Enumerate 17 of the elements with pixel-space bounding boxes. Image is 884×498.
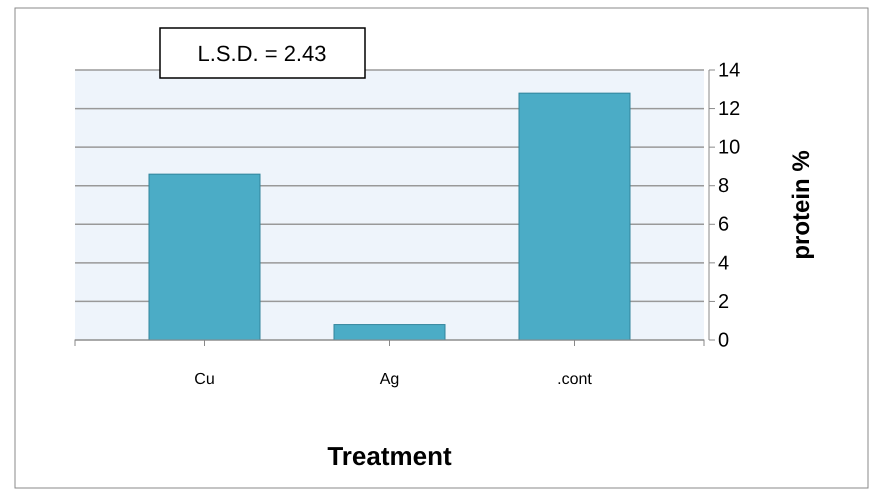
y-tick-label: 4 [718,252,730,274]
x-tick-label: .cont [557,371,592,388]
x-axis-title: Treatment [327,441,452,471]
bar [518,92,630,340]
note-box: L.S.D. = 2.43 [159,27,366,79]
bar [334,324,446,340]
y-tick-label: 0 [718,329,730,352]
x-tick-label: Cu [194,371,215,388]
y-tick-label: 6 [718,214,730,236]
x-tick-label: Ag [380,371,400,388]
y-tick-label: 10 [718,136,740,159]
y-tick-label: 2 [718,290,730,313]
y-axis-title: protein % [788,150,815,260]
y-tick-label: 8 [718,175,730,198]
y-tick-label: 14 [718,59,740,82]
bar [148,174,260,340]
y-tick-label: 12 [718,98,740,120]
